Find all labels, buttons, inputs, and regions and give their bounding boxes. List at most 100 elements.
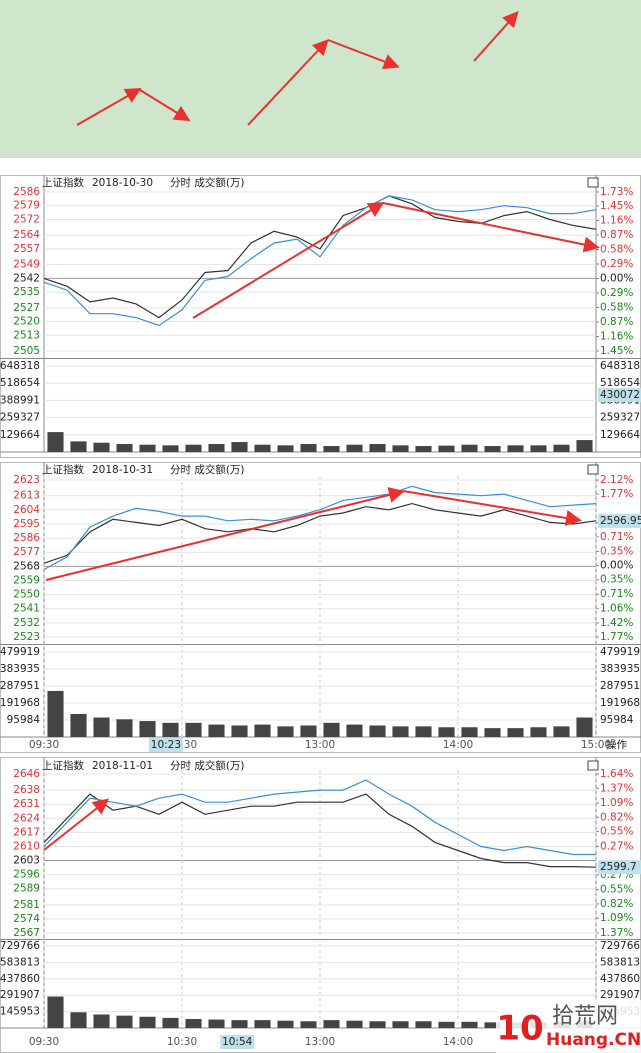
arrow xyxy=(76,88,142,126)
y-tick-label: 2541 xyxy=(13,603,40,615)
y-tick-label: 2638 xyxy=(13,784,40,796)
volume-bar xyxy=(47,996,64,1028)
volume-tick-label: 145953 xyxy=(0,1006,40,1018)
volume-bar xyxy=(139,721,156,737)
volume-bar xyxy=(208,1019,225,1028)
volume-bar xyxy=(139,444,156,452)
volume-bar xyxy=(93,442,110,452)
volume-bar xyxy=(300,444,317,452)
volume-bar xyxy=(530,445,547,452)
volume-tick-label: 388991 xyxy=(0,394,40,406)
y-tick-label: 2631 xyxy=(13,798,40,810)
volume-tick-label-right: 191968 xyxy=(600,697,640,709)
y2-tick-label: 1.45% xyxy=(600,200,633,212)
y-tick-label: 2613 xyxy=(13,490,40,502)
y-tick-label: 2520 xyxy=(13,316,40,328)
x-tick-label: 13:00 xyxy=(305,1036,335,1048)
y-tick-label: 2586 xyxy=(13,186,40,198)
watermark-bg xyxy=(496,1000,641,1053)
y-tick-label: 2595 xyxy=(13,518,40,530)
y2-tick-label: 0.82% xyxy=(600,811,633,823)
volume-bar xyxy=(507,445,524,452)
y2-tick-label: 0.29% xyxy=(600,258,633,270)
volume-tick-label-right: 259327 xyxy=(600,412,640,424)
volume-bar xyxy=(553,726,570,737)
volume-bar xyxy=(70,441,87,452)
y2-tick-label: 1.77% xyxy=(600,631,633,643)
volume-bar xyxy=(277,1020,294,1028)
watermark-domain: Huang.CN xyxy=(546,1030,641,1050)
volume-tick-label: 583813 xyxy=(0,956,40,968)
cursor-tag-bg xyxy=(148,738,183,752)
chart-date: 2018-11-01 xyxy=(92,760,153,772)
volume-tick-label: 648318 xyxy=(0,360,40,372)
y-tick-label: 2610 xyxy=(13,840,40,852)
y2-tick-label: 0.27% xyxy=(600,840,633,852)
y-tick-label: 2572 xyxy=(13,213,40,225)
panel-icon[interactable] xyxy=(587,464,599,475)
volume-bar xyxy=(369,444,386,452)
volume-tick-label: 129664 xyxy=(0,429,40,441)
volume-tick-label: 291907 xyxy=(0,989,40,1001)
chart-title: 上证指数 xyxy=(42,176,84,189)
arrow xyxy=(473,11,519,62)
panel-icon[interactable] xyxy=(587,177,599,188)
y-tick-label: 2617 xyxy=(13,826,40,838)
x-tick-label: 14:00 xyxy=(443,739,473,751)
volume-bar xyxy=(277,726,294,737)
volume-bar xyxy=(254,444,271,452)
y2-tick-label: 0.82% xyxy=(600,898,633,910)
volume-bar xyxy=(346,1020,363,1028)
watermark: 10 拾荒网 Huang.CN xyxy=(496,1000,641,1053)
chart-subtitle: 分时 成交额(万) xyxy=(170,463,245,476)
value-tag: 2599.7 xyxy=(600,861,637,873)
volume-bar xyxy=(116,1015,133,1028)
y-tick-label: 2603 xyxy=(13,855,40,867)
y-tick-label: 2579 xyxy=(13,200,40,212)
y2-tick-label: 0.35% xyxy=(600,545,633,557)
volume-tick-label: 729766 xyxy=(0,940,40,952)
arrow xyxy=(43,798,110,851)
volume-bar xyxy=(323,446,340,452)
volume-bar xyxy=(208,444,225,452)
volume-bar xyxy=(185,1019,202,1028)
y-tick-label: 2532 xyxy=(13,617,40,629)
volume-bar xyxy=(415,726,432,737)
y-tick-label: 2567 xyxy=(13,927,40,939)
volume-bar xyxy=(231,725,248,737)
volume-bar xyxy=(530,727,547,737)
chart-subtitle: 分时 成交额(万) xyxy=(170,759,245,772)
y-tick-label: 2505 xyxy=(13,345,40,357)
y2-tick-label: 0.55% xyxy=(600,884,633,896)
volume-bar xyxy=(93,1014,110,1028)
action-button[interactable]: 操作 xyxy=(606,738,627,751)
panel-frame xyxy=(0,175,641,458)
volume-tick-label-right: 291907 xyxy=(600,989,640,1001)
y2-tick-label: 0.55% xyxy=(600,826,633,838)
volume-bar xyxy=(70,713,87,737)
x-tick-label: 13:00 xyxy=(305,739,335,751)
y2-tick-label: 1.06% xyxy=(600,602,633,614)
arrow xyxy=(45,487,405,581)
y2-tick-label: 0.00% xyxy=(600,273,633,285)
x-tick-label: 10:30 xyxy=(167,1036,197,1048)
y2-tick-label: 0.35% xyxy=(600,574,633,586)
y2-tick-label: 0.58% xyxy=(600,302,633,314)
volume-bar xyxy=(139,1016,156,1028)
volume-bar xyxy=(47,690,64,737)
volume-bar xyxy=(116,719,133,737)
volume-tick-label-right: 518654 xyxy=(600,377,640,389)
volume-tick-label-right: 129664 xyxy=(600,429,640,441)
y-tick-label: 2564 xyxy=(13,229,40,241)
volume-bar xyxy=(116,444,133,452)
x-tick-label: 09:30 xyxy=(29,1036,59,1048)
y-tick-label: 2604 xyxy=(13,504,40,516)
panel-icon[interactable] xyxy=(587,760,599,771)
volume-bar xyxy=(392,445,409,452)
volume-bar xyxy=(346,724,363,737)
y2-tick-label: 1.73% xyxy=(600,186,633,198)
y2-tick-label: 0.29% xyxy=(600,287,633,299)
volume-bar xyxy=(576,440,593,452)
chart-title: 上证指数 xyxy=(42,759,84,772)
